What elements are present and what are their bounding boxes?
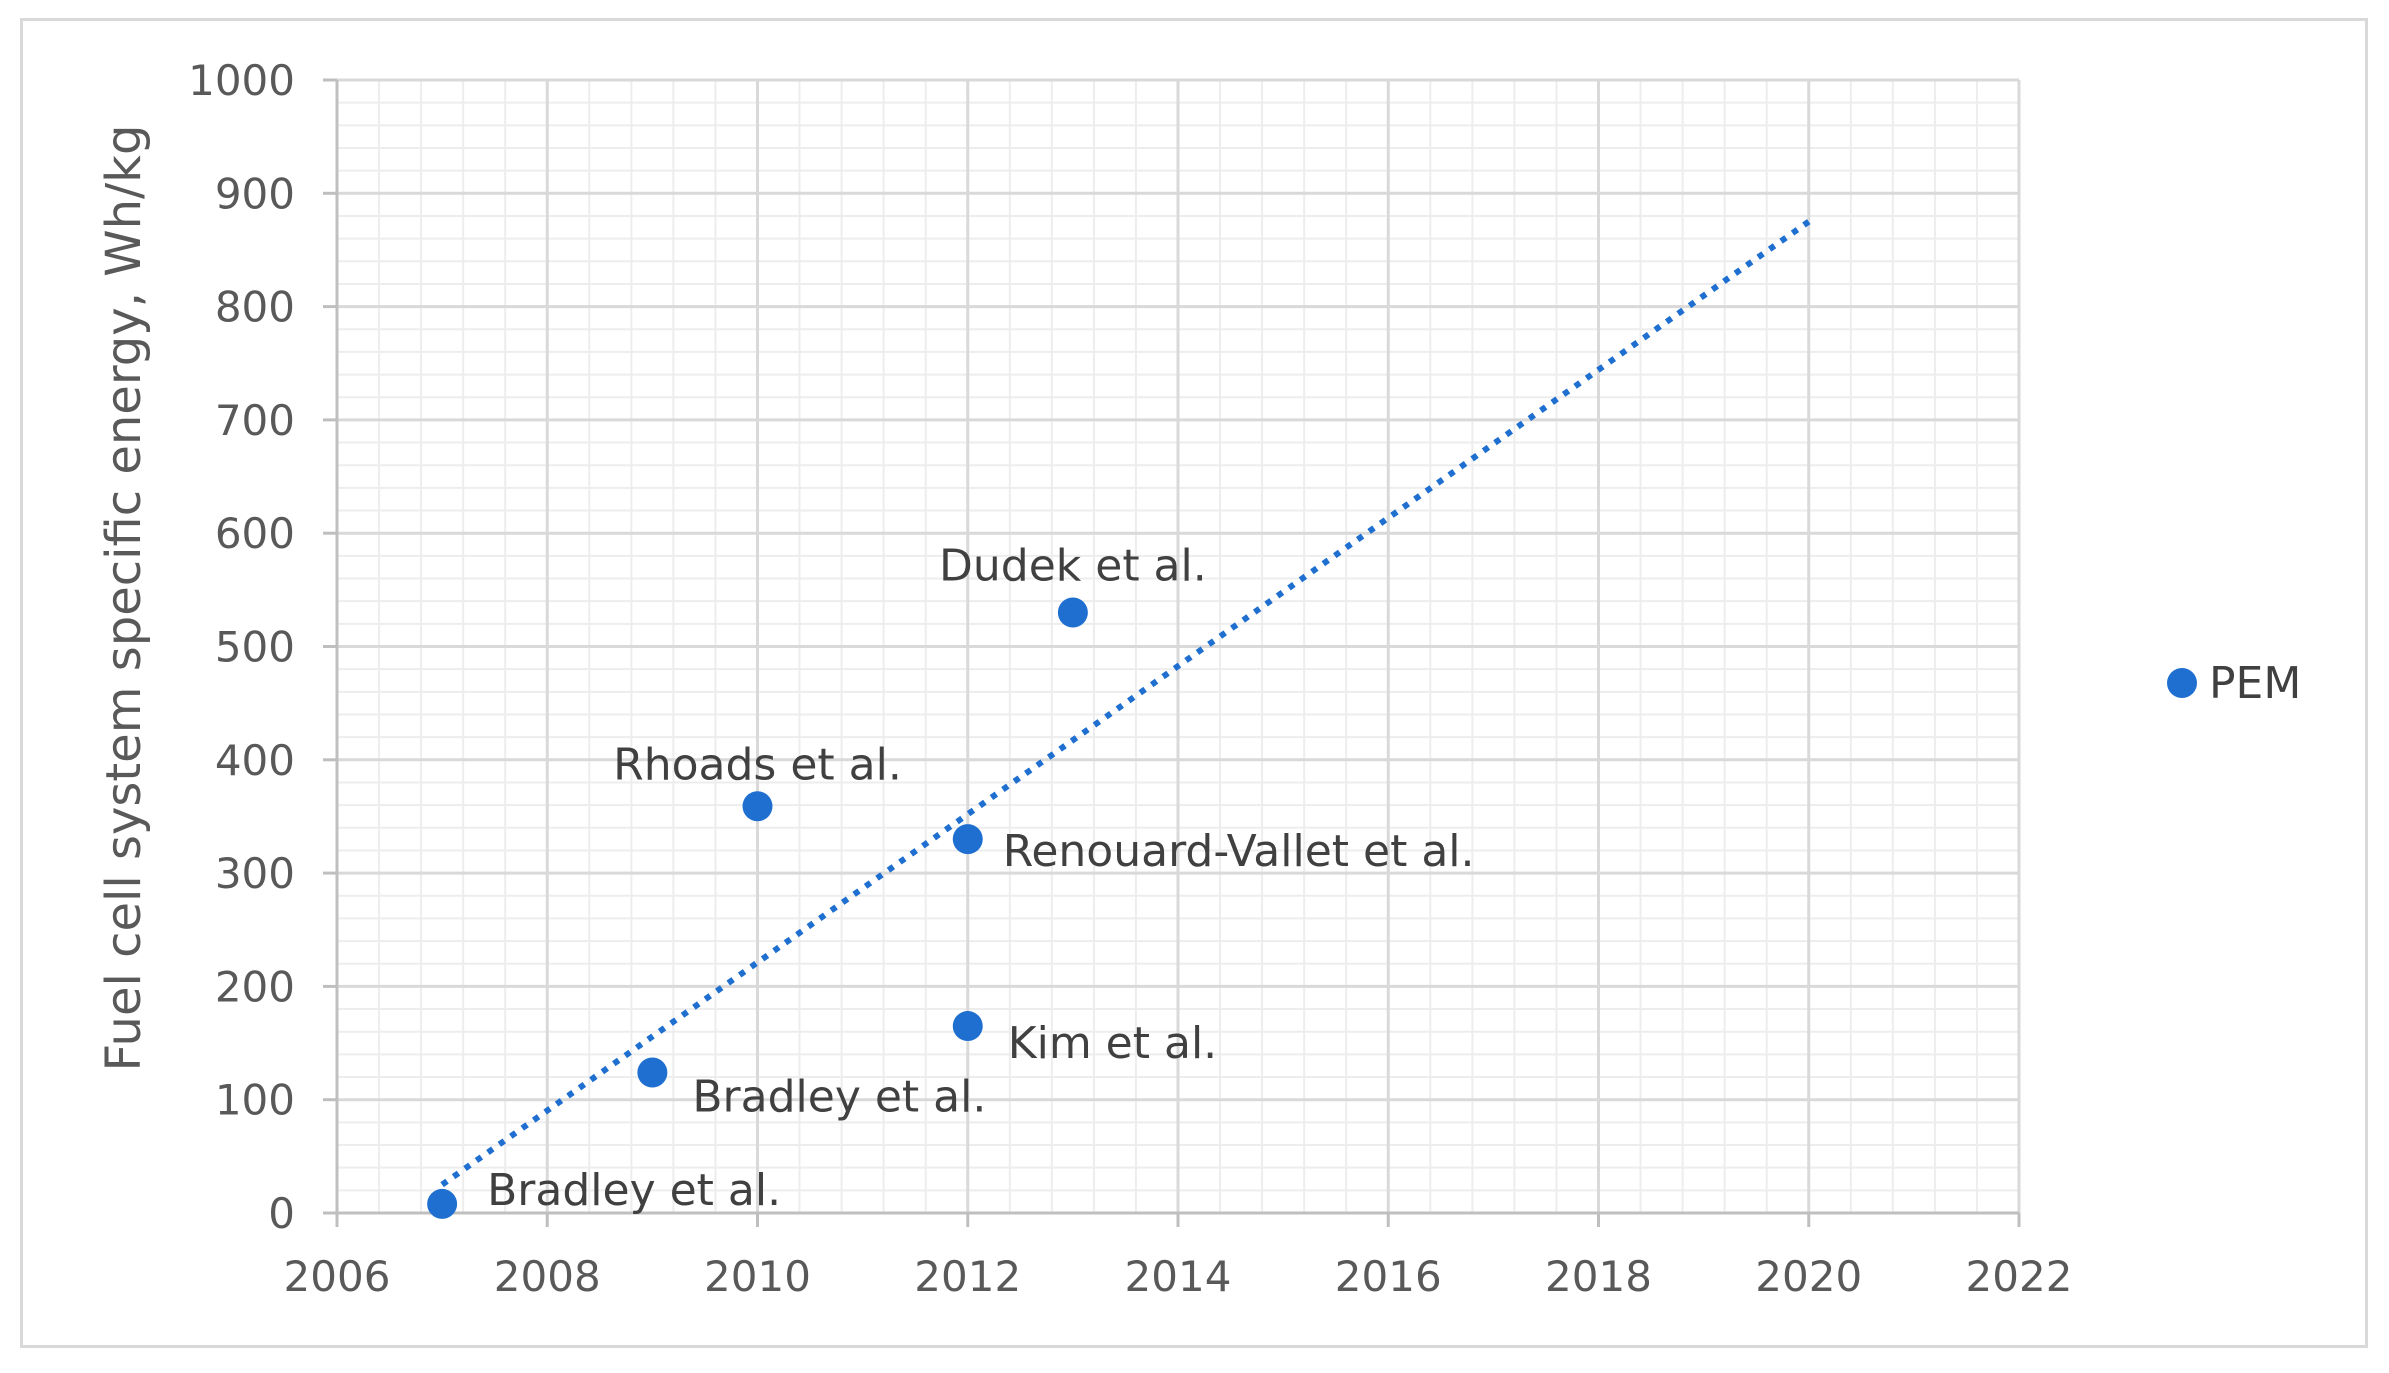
y-tick-label: 300	[215, 849, 295, 898]
axes	[323, 78, 2021, 1227]
chart-frame	[20, 18, 2368, 1348]
point-labels: Bradley et al. Bradley et al. Rhoads et al…	[487, 541, 1474, 1216]
point-label: Kim et al.	[1008, 1018, 1217, 1069]
x-tick-label: 2022	[1966, 1252, 2073, 1301]
y-tick-label: 600	[215, 509, 295, 558]
x-tick-label: 2010	[704, 1252, 811, 1301]
x-tick-label: 2012	[914, 1252, 1021, 1301]
legend-marker-pem	[2167, 668, 2197, 698]
data-point	[1057, 597, 1088, 628]
y-axis-tick-labels: 0 100 200 300 400 500 600 700 800 900 1000	[188, 56, 295, 1238]
point-label: Renouard-Vallet et al.	[1003, 826, 1475, 877]
x-tick-label: 2018	[1545, 1252, 1652, 1301]
y-tick-label: 700	[215, 396, 295, 445]
y-axis-title: Fuel cell system specific energy, Wh/kg	[96, 125, 152, 1072]
data-point	[952, 1011, 983, 1042]
data-point	[427, 1188, 458, 1219]
y-tick-label: 400	[215, 736, 295, 785]
point-label: Bradley et al.	[487, 1165, 781, 1216]
x-tick-label: 2016	[1335, 1252, 1442, 1301]
legend-label-pem: PEM	[2209, 658, 2301, 709]
data-point	[952, 824, 983, 855]
data-point	[637, 1057, 668, 1088]
point-label: Rhoads et al.	[613, 739, 902, 790]
x-tick-label: 2014	[1125, 1252, 1232, 1301]
y-tick-label: 1000	[188, 56, 295, 105]
point-label: Dudek et al.	[939, 541, 1207, 592]
y-tick-label: 800	[215, 283, 295, 332]
legend: PEM	[2167, 658, 2301, 709]
y-tick-label: 0	[268, 1189, 295, 1238]
y-tick-label: 500	[215, 623, 295, 672]
x-axis-tick-labels: 2006 2008 2010 2012 2014 2016 2018 2020 2022	[284, 1252, 2073, 1301]
y-tick-label: 100	[215, 1076, 295, 1125]
data-points	[427, 597, 1088, 1219]
data-point	[742, 791, 773, 822]
x-tick-label: 2020	[1755, 1252, 1862, 1301]
y-tick-label: 900	[215, 169, 295, 218]
point-label: Bradley et al.	[692, 1072, 986, 1123]
x-tick-label: 2006	[284, 1252, 391, 1301]
x-tick-label: 2008	[494, 1252, 601, 1301]
y-tick-label: 200	[215, 962, 295, 1011]
major-gridlines	[335, 78, 2021, 1215]
